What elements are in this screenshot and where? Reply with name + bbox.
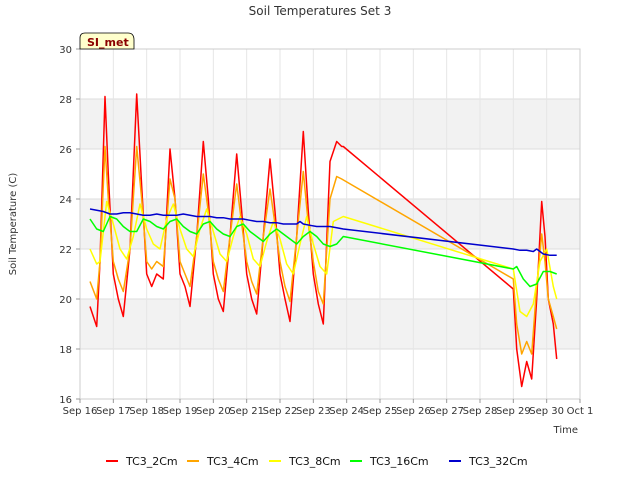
series-line-tc3_4cm	[89, 145, 558, 355]
x-tick-label-11: Sep 27	[429, 406, 464, 417]
background-bands	[80, 99, 580, 349]
y-tick-label-16: 16	[59, 395, 72, 406]
x-tick-label-3: Sep 19	[163, 406, 198, 417]
y-axis-label: Soil Temperature (C)	[8, 173, 19, 276]
legend-label-tc3_32cm: TC3_32Cm	[468, 455, 528, 468]
band-0	[80, 299, 580, 349]
y-tick-label-22: 22	[59, 245, 72, 256]
x-tick-label-13: Sep 29	[496, 406, 531, 417]
site-badge: SI_met	[79, 32, 135, 50]
x-tick-label-4: Sep 20	[196, 406, 231, 417]
x-tick-label-2: Sep 18	[129, 406, 164, 417]
x-tick-label-0: Sep 16	[63, 406, 98, 417]
x-tick-label-8: Sep 24	[329, 406, 364, 417]
y-tick-label-24: 24	[59, 195, 72, 206]
y-axis-ticks: 16 18 20 22 24 26 28 30	[59, 45, 80, 406]
y-tick-label-20: 20	[59, 295, 72, 306]
x-tick-label-12: Sep 28	[463, 406, 498, 417]
y-tick-label-28: 28	[59, 95, 72, 106]
series-layer	[89, 93, 558, 388]
x-tick-label-1: Sep 17	[96, 406, 131, 417]
chart-title: Soil Temperatures Set 3	[249, 4, 392, 18]
x-tick-label-5: Sep 21	[229, 406, 264, 417]
series-line-tc3_2cm	[89, 93, 558, 388]
x-axis-label: Time	[553, 425, 578, 436]
x-tick-label-10: Sep 26	[396, 406, 431, 417]
series-line-tc3_32cm	[89, 208, 557, 257]
legend-label-tc3_16cm: TC3_16Cm	[369, 455, 429, 468]
site-badge-text: SI_met	[87, 36, 129, 49]
legend: TC3_2Cm TC3_4Cm TC3_8Cm TC3_16Cm TC3_32Cm	[106, 455, 528, 468]
x-tick-label-14: Sep 30	[529, 406, 564, 417]
legend-label-tc3_8cm: TC3_8Cm	[288, 455, 341, 468]
site-badge-box	[79, 32, 135, 50]
series-line-tc3_16cm	[89, 215, 557, 288]
x-tick-label-9: Sep 25	[363, 406, 398, 417]
legend-label-tc3_4cm: TC3_4Cm	[206, 455, 259, 468]
x-tick-label-7: Sep 23	[296, 406, 331, 417]
y-tick-label-26: 26	[59, 145, 72, 156]
y-tick-label-30: 30	[59, 45, 72, 56]
legend-label-tc3_2cm: TC3_2Cm	[125, 455, 178, 468]
x-tick-label-6: Sep 22	[263, 406, 298, 417]
x-tick-label-15: Oct 1	[567, 406, 594, 417]
band-2	[80, 99, 580, 149]
y-tick-label-18: 18	[59, 345, 72, 356]
plot-frame	[79, 48, 581, 400]
